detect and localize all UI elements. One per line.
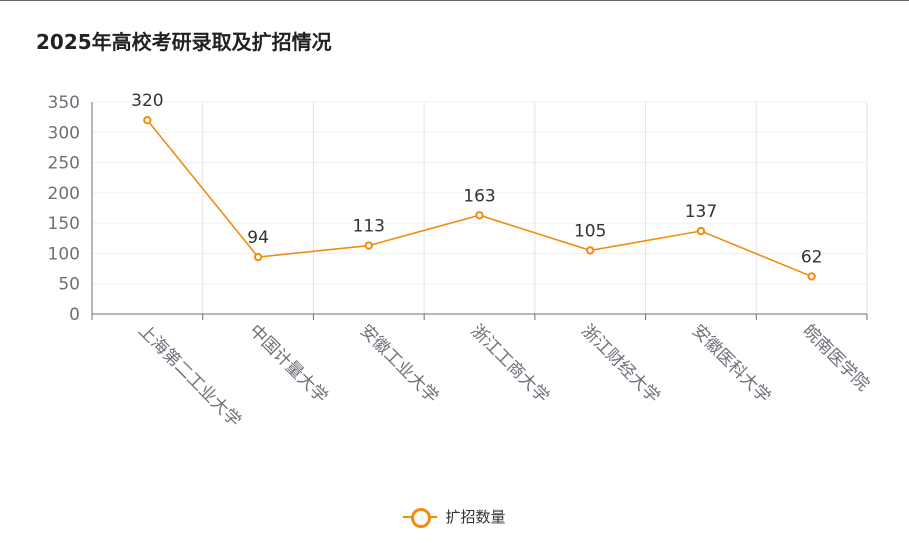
data-label: 105	[574, 221, 606, 241]
data-point	[586, 246, 595, 255]
data-point	[696, 226, 706, 236]
x-tick-labels: 上海第二工业大学 中国计量大学 安徽工业大学 浙江工商大学 浙江财经大学 安徽医科大学 皖南…	[134, 321, 873, 431]
data-labels: 320 94 113 163 105 137 62	[131, 91, 822, 267]
data-label: 113	[353, 217, 385, 237]
y-tick-label: 300	[48, 123, 80, 143]
x-tick-label: 安徽工业大学	[356, 321, 442, 407]
x-tick-label: 浙江财经大学	[577, 321, 663, 407]
data-point	[253, 252, 263, 262]
data-label: 137	[685, 202, 717, 222]
data-label: 62	[801, 247, 823, 267]
data-label: 94	[247, 228, 269, 248]
x-tick-label: 安徽医科大学	[688, 321, 774, 407]
y-tick-labels: 0 50 100 150 200 250 300 350	[48, 93, 80, 325]
grid	[92, 101, 868, 314]
top-border	[0, 0, 909, 1]
axes	[91, 102, 868, 320]
data-point	[364, 241, 373, 250]
data-label: 163	[463, 186, 495, 206]
series	[143, 115, 816, 281]
legend[interactable]: 扩招数量	[0, 506, 909, 528]
x-tick-label: 浙江工商大学	[466, 321, 552, 407]
legend-line-marker-icon	[403, 507, 438, 528]
data-point	[143, 115, 152, 125]
y-tick-label: 250	[48, 154, 80, 174]
data-point	[807, 272, 816, 281]
y-tick-label: 200	[48, 184, 80, 204]
x-tick-label: 中国计量大学	[245, 321, 331, 407]
data-label: 320	[131, 91, 163, 111]
y-tick-label: 50	[58, 275, 80, 295]
y-tick-label: 150	[48, 214, 80, 234]
x-tick-label: 皖南医学院	[799, 321, 873, 395]
y-tick-label: 0	[69, 305, 80, 325]
y-tick-label: 100	[48, 244, 80, 264]
legend-label: 扩招数量	[445, 508, 506, 526]
data-point	[475, 211, 484, 220]
y-tick-label: 350	[48, 93, 80, 113]
chart-title: 2025年高校考研录取及扩招情况	[36, 30, 332, 54]
x-tick-label: 上海第二工业大学	[134, 321, 244, 431]
